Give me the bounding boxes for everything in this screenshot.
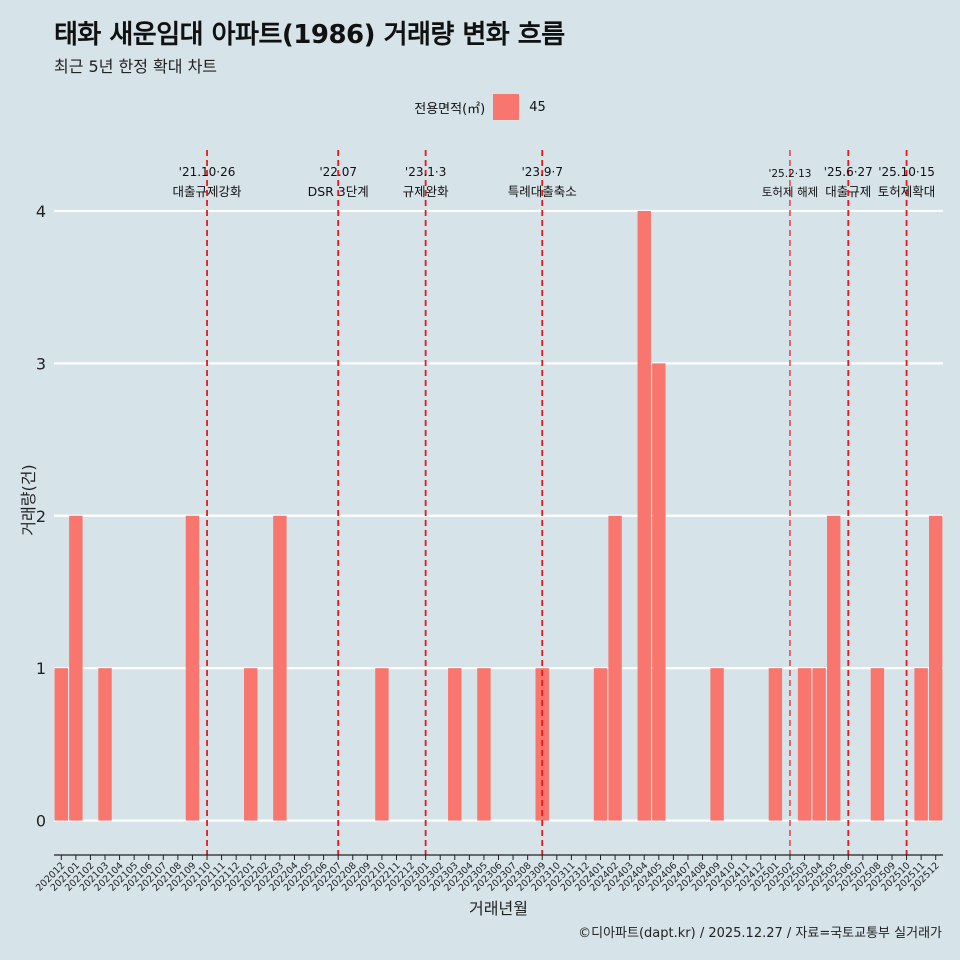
bar-202103 (98, 668, 112, 821)
event-date-0: '21.10·26 (179, 165, 236, 179)
bar-202101 (69, 515, 83, 821)
bar-202409 (710, 668, 724, 821)
bar-202303 (448, 668, 462, 821)
bar-202405 (652, 363, 666, 821)
event-label-0: 대출규제강화 (173, 184, 243, 199)
event-label-4: 토허제 해제 (762, 185, 819, 199)
bar-202109 (185, 515, 200, 821)
event-label-6: 토허제확대 (878, 184, 936, 199)
y-axis-title: 거래량(건) (19, 464, 38, 535)
bar-202501 (768, 668, 783, 821)
bar-202401 (593, 668, 608, 821)
event-label-3: 특례대출축소 (508, 184, 577, 199)
legend-title: 전용면적(㎡) (414, 101, 486, 117)
event-date-1: '22.07 (319, 165, 357, 179)
bar-202508 (870, 668, 885, 821)
legend: 전용면적(㎡) 45 (0, 94, 960, 120)
event-lines: '21.10·26 대출규제강화 '22.07 DSR 3단계 '23.1·3 규제완화 '… (173, 150, 936, 855)
y-tick-label-0: 0 (36, 812, 46, 831)
bar-202012 (54, 668, 68, 821)
bar-202402 (608, 515, 622, 821)
bar-202201 (244, 668, 258, 821)
bars (54, 210, 943, 821)
legend-entry-label: 45 (529, 99, 546, 115)
axes: 0123420201220210120210220210320210420210… (19, 202, 943, 918)
bar-202512 (929, 515, 943, 821)
event-date-3: '23.9·7 (521, 165, 562, 179)
bar-202503 (797, 668, 812, 821)
bar-202305 (477, 668, 491, 821)
y-tick-label-4: 4 (36, 202, 46, 221)
event-label-2: 규제완화 (403, 184, 450, 199)
event-date-2: '23.1·3 (405, 165, 446, 179)
bar-202504 (812, 668, 826, 821)
bar-202203 (273, 515, 287, 821)
event-label-1: DSR 3단계 (308, 184, 369, 199)
event-date-4: '25.2·13 (768, 168, 811, 180)
event-label-5: 대출규제 (825, 184, 871, 199)
chart-title: 태화 새운임대 아파트(1986) 거래량 변화 흐름 (54, 20, 565, 50)
y-tick-label-2: 2 (36, 507, 46, 526)
legend-key-swatch (493, 94, 520, 120)
y-tick-label-1: 1 (36, 659, 46, 678)
bar-202404 (637, 210, 651, 821)
bar-202210 (375, 668, 389, 821)
chart-subtitle: 최근 5년 한정 확대 차트 (54, 57, 218, 76)
bar-202511 (914, 668, 928, 821)
event-date-5: '25.6·27 (824, 165, 873, 179)
x-axis-title: 거래년월 (469, 899, 528, 918)
source-caption: ©디아파트(dapt.kr) / 2025.12.27 / 자료=국토교통부 실… (578, 926, 942, 941)
bar-202505 (826, 515, 841, 821)
event-date-6: '25.10·15 (878, 165, 935, 179)
y-tick-label-3: 3 (36, 354, 46, 373)
